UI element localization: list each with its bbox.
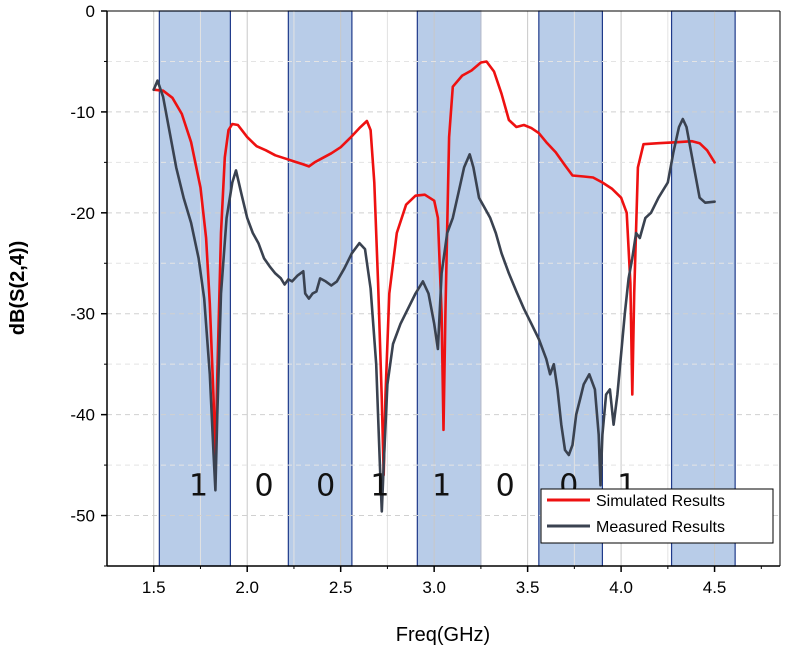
y-tick-label: 0: [86, 2, 95, 21]
bit-label: 1: [370, 468, 389, 503]
bit-label: 0: [496, 468, 515, 503]
x-tick-label: 1.5: [142, 578, 166, 597]
x-tick-label: 2.5: [329, 578, 353, 597]
y-tick-label: -50: [70, 507, 95, 526]
x-tick-label: 4.5: [703, 578, 727, 597]
band-3: [416, 10, 482, 567]
bit-label: 0: [316, 468, 335, 503]
legend: Simulated Results Measured Results: [540, 488, 774, 544]
x-axis-title: Freq(GHz): [396, 624, 490, 646]
y-tick-label: -40: [70, 406, 95, 425]
y-tick-label: -30: [70, 305, 95, 324]
x-tick-label: 4.0: [609, 578, 633, 597]
y-tick-label: -10: [70, 103, 95, 122]
legend-label-simulated: Simulated Results: [596, 493, 725, 510]
y-tick-label: -20: [70, 204, 95, 223]
band-4: [538, 10, 604, 567]
x-tick-label: 3.0: [422, 578, 446, 597]
bit-label: 1: [432, 468, 451, 503]
bit-label: 1: [189, 468, 208, 503]
bit-label: 0: [254, 468, 273, 503]
tick-layer: 1.5 2.0 2.5 3.0 3.5 4.0 4.5 0 -10 -20 -30 -40 -50: [70, 2, 762, 597]
legend-label-measured: Measured Results: [596, 519, 725, 536]
series-simulated-line: [152, 60, 716, 477]
x-tick-label: 3.5: [516, 578, 540, 597]
y-axis-title: dB(S(2,4)): [7, 241, 29, 335]
legend-box: [540, 488, 774, 544]
series-layer: [152, 60, 716, 513]
x-tick-label: 2.0: [235, 578, 259, 597]
series-measured-line: [152, 79, 716, 513]
band-layer: [158, 10, 736, 567]
band-5: [670, 10, 736, 567]
